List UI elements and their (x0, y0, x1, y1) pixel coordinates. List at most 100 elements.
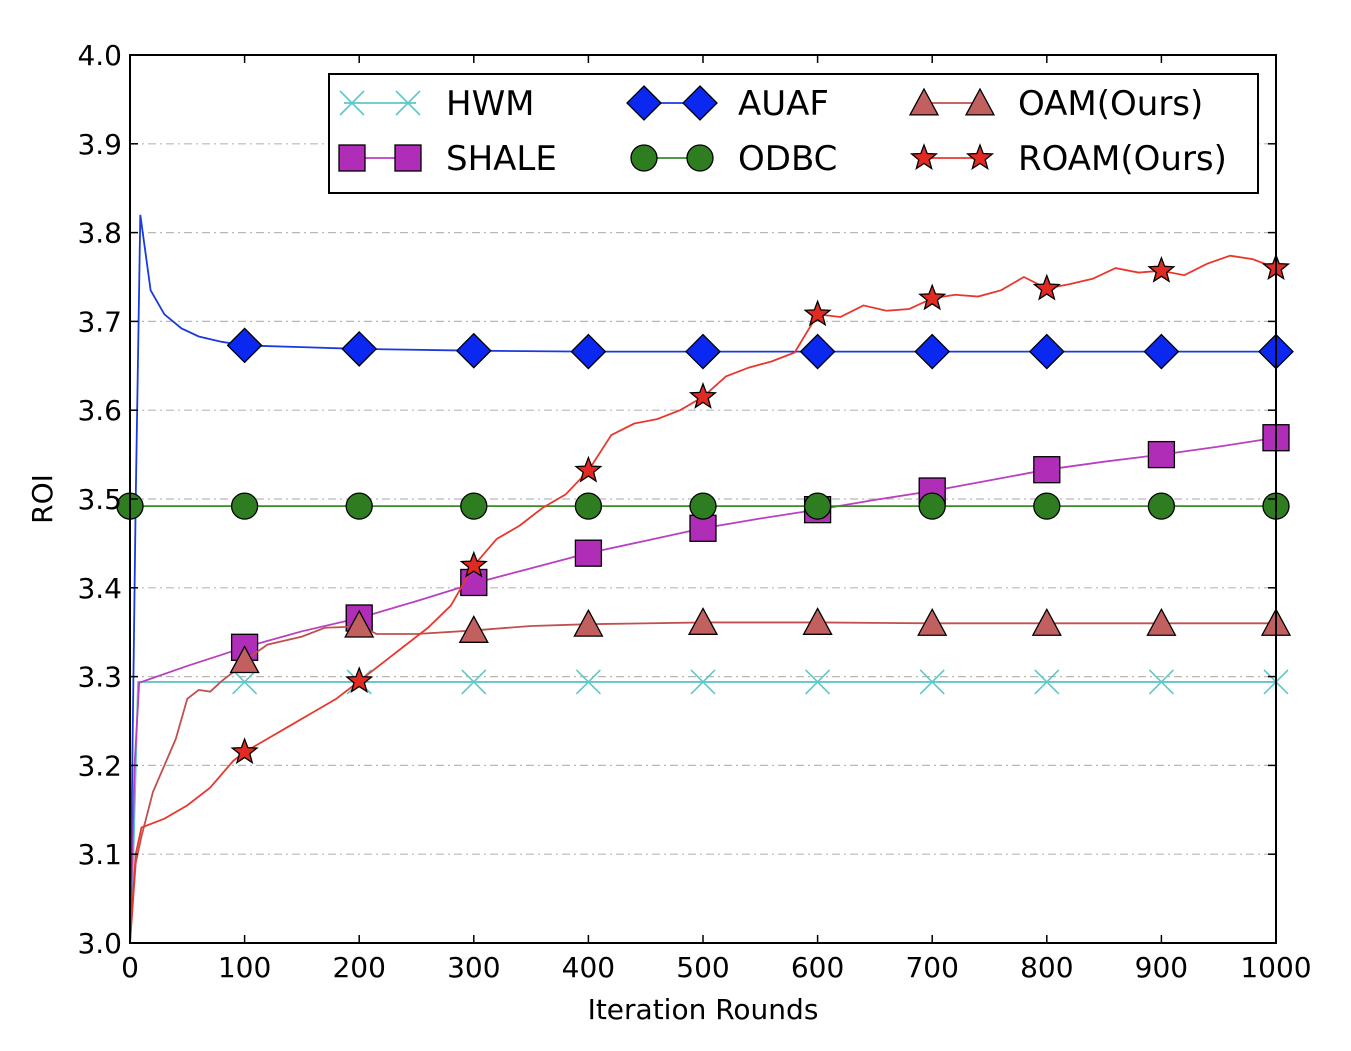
legend-item-oam-ours: OAM(Ours) (908, 84, 1203, 124)
marker-stroke (1148, 669, 1174, 695)
legend-marker (630, 144, 658, 172)
legend: HWM AUAF OAM(Ours) SHALE ODBC ROAM(Ours) (328, 73, 1259, 194)
data-point-odbc (230, 492, 259, 520)
legend-marker (339, 90, 365, 116)
y-tick-label: 3.8 (77, 217, 122, 250)
y-tick-label: 3.9 (77, 128, 122, 161)
data-point-auaf (570, 333, 607, 370)
data-point-odbc (345, 492, 373, 520)
y-tick-label: 3.4 (77, 572, 122, 605)
y-axis-label: ROI (26, 474, 59, 524)
series-auaf (129, 214, 1294, 944)
x-tick-label: 800 (1020, 951, 1073, 984)
series-line-oam-ours (129, 621, 1276, 944)
y-tick-label: 3.1 (77, 838, 122, 871)
legend-item-odbc: ODBC (630, 139, 837, 179)
legend-marker (626, 85, 662, 121)
data-point-odbc (460, 492, 488, 520)
y-tick-label: 3.6 (77, 394, 122, 427)
data-point-auaf (914, 333, 951, 370)
x-tick-label: 400 (562, 951, 615, 984)
legend-label-odbc: ODBC (738, 139, 837, 179)
legend-marker (964, 87, 996, 116)
y-tick-label: 3.7 (77, 305, 122, 338)
legend-label-auaf: AUAF (738, 84, 829, 124)
data-point-hwm (690, 669, 716, 695)
data-point-auaf (685, 333, 721, 370)
data-point-hwm (919, 669, 945, 695)
marker-stroke (575, 669, 601, 695)
data-point-roam-ours (688, 382, 718, 409)
data-point-oam-ours (917, 607, 948, 636)
data-point-odbc (918, 492, 946, 520)
y-tick-label: 3.2 (77, 749, 122, 782)
data-point-odbc (1147, 492, 1176, 520)
legend-label-oam-ours: OAM(Ours) (1018, 84, 1203, 124)
series-odbc (116, 492, 1290, 520)
data-point-odbc (689, 492, 717, 520)
legend-box (328, 73, 1259, 194)
marker-stroke (339, 90, 365, 116)
legend-label-hwm: HWM (446, 84, 535, 124)
data-point-roam-ours (345, 666, 374, 694)
marker-stroke (690, 669, 716, 695)
data-point-auaf (341, 331, 378, 367)
data-point-odbc (1033, 492, 1061, 520)
data-point-auaf (1028, 333, 1065, 370)
series-oam-ours (129, 607, 1292, 944)
data-point-roam-ours (459, 550, 488, 578)
marker-stroke (232, 669, 258, 695)
data-point-odbc (803, 492, 832, 520)
data-point-oam-ours (687, 607, 719, 635)
data-point-oam-ours (458, 615, 489, 643)
data-point-hwm (461, 669, 487, 695)
data-point-shale (1147, 440, 1176, 469)
x-tick-label: 1000 (1240, 951, 1311, 984)
series-line-shale (129, 436, 1277, 944)
legend-marker (394, 144, 422, 172)
data-point-odbc (574, 492, 603, 520)
legend-item-roam-ours: ROAM(Ours) (909, 139, 1227, 179)
data-point-hwm (1034, 669, 1060, 695)
data-point-hwm (232, 669, 258, 695)
data-point-hwm (1148, 669, 1174, 695)
data-point-roam-ours (803, 299, 832, 327)
series-line-auaf (129, 214, 1276, 944)
data-point-roam-ours (918, 283, 947, 311)
legend-marker (686, 144, 714, 172)
legend-item-shale: SHALE (338, 139, 557, 179)
legend-marker (395, 90, 421, 116)
data-point-roam-ours (574, 455, 603, 483)
marker-stroke (1034, 669, 1060, 695)
series-line-roam-ours (129, 254, 1277, 944)
y-tick-label: 3.0 (77, 927, 122, 960)
data-point-oam-ours (573, 608, 604, 637)
marker-stroke (805, 669, 831, 695)
marker-stroke (395, 90, 421, 116)
y-tick-label: 3.5 (77, 483, 122, 516)
legend-marker (965, 143, 995, 171)
legend-marker (909, 143, 939, 171)
marker-stroke (461, 669, 487, 695)
legend-marker (908, 87, 940, 116)
series-shale (129, 424, 1290, 944)
data-point-oam-ours (802, 607, 833, 635)
x-tick-label: 700 (905, 951, 958, 984)
x-axis-label: Iteration Rounds (588, 993, 819, 1026)
y-tick-label: 3.3 (77, 661, 122, 694)
x-tick-label: 900 (1135, 951, 1188, 984)
axis-ticks: 0 100 200 300 400 500 600 700 800 900 1000 3.0 3.1 3.… (77, 39, 1311, 984)
data-point-hwm (805, 669, 831, 695)
x-tick-label: 100 (218, 951, 271, 984)
data-point-hwm (575, 669, 601, 695)
legend-marker (682, 85, 718, 121)
data-point-auaf (455, 332, 492, 369)
legend-label-shale: SHALE (446, 139, 557, 179)
data-point-auaf (1143, 333, 1180, 370)
data-point-oam-ours (229, 645, 260, 674)
data-point-oam-ours (1031, 607, 1062, 636)
legend-item-auaf: AUAF (626, 84, 829, 124)
data-point-shale (1033, 456, 1061, 484)
series-roam-ours (129, 253, 1291, 944)
